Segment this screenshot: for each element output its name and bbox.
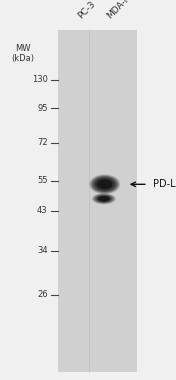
Ellipse shape (97, 179, 112, 189)
Text: 72: 72 (37, 138, 48, 147)
Text: 26: 26 (37, 290, 48, 299)
Ellipse shape (97, 180, 112, 189)
Ellipse shape (93, 194, 115, 204)
Text: 55: 55 (37, 176, 48, 185)
Ellipse shape (92, 176, 118, 193)
Text: 130: 130 (32, 75, 48, 84)
Text: MDA-MB-231: MDA-MB-231 (106, 0, 153, 21)
Ellipse shape (93, 177, 117, 192)
Text: 34: 34 (37, 246, 48, 255)
Ellipse shape (99, 180, 111, 188)
Ellipse shape (96, 195, 111, 202)
Ellipse shape (96, 179, 113, 190)
Ellipse shape (92, 193, 116, 204)
Text: PD-L1: PD-L1 (153, 179, 176, 189)
Text: 43: 43 (37, 206, 48, 215)
Ellipse shape (90, 175, 119, 193)
Ellipse shape (99, 196, 109, 201)
Ellipse shape (94, 177, 116, 191)
Ellipse shape (98, 196, 110, 202)
Bar (58, 30, 137, 372)
Text: MW
(kDa): MW (kDa) (11, 44, 34, 63)
Ellipse shape (94, 194, 114, 203)
Ellipse shape (89, 174, 120, 194)
Text: PC-3: PC-3 (77, 0, 98, 21)
Text: 95: 95 (37, 104, 48, 113)
Ellipse shape (95, 178, 114, 190)
Ellipse shape (98, 196, 110, 201)
Ellipse shape (95, 195, 112, 203)
